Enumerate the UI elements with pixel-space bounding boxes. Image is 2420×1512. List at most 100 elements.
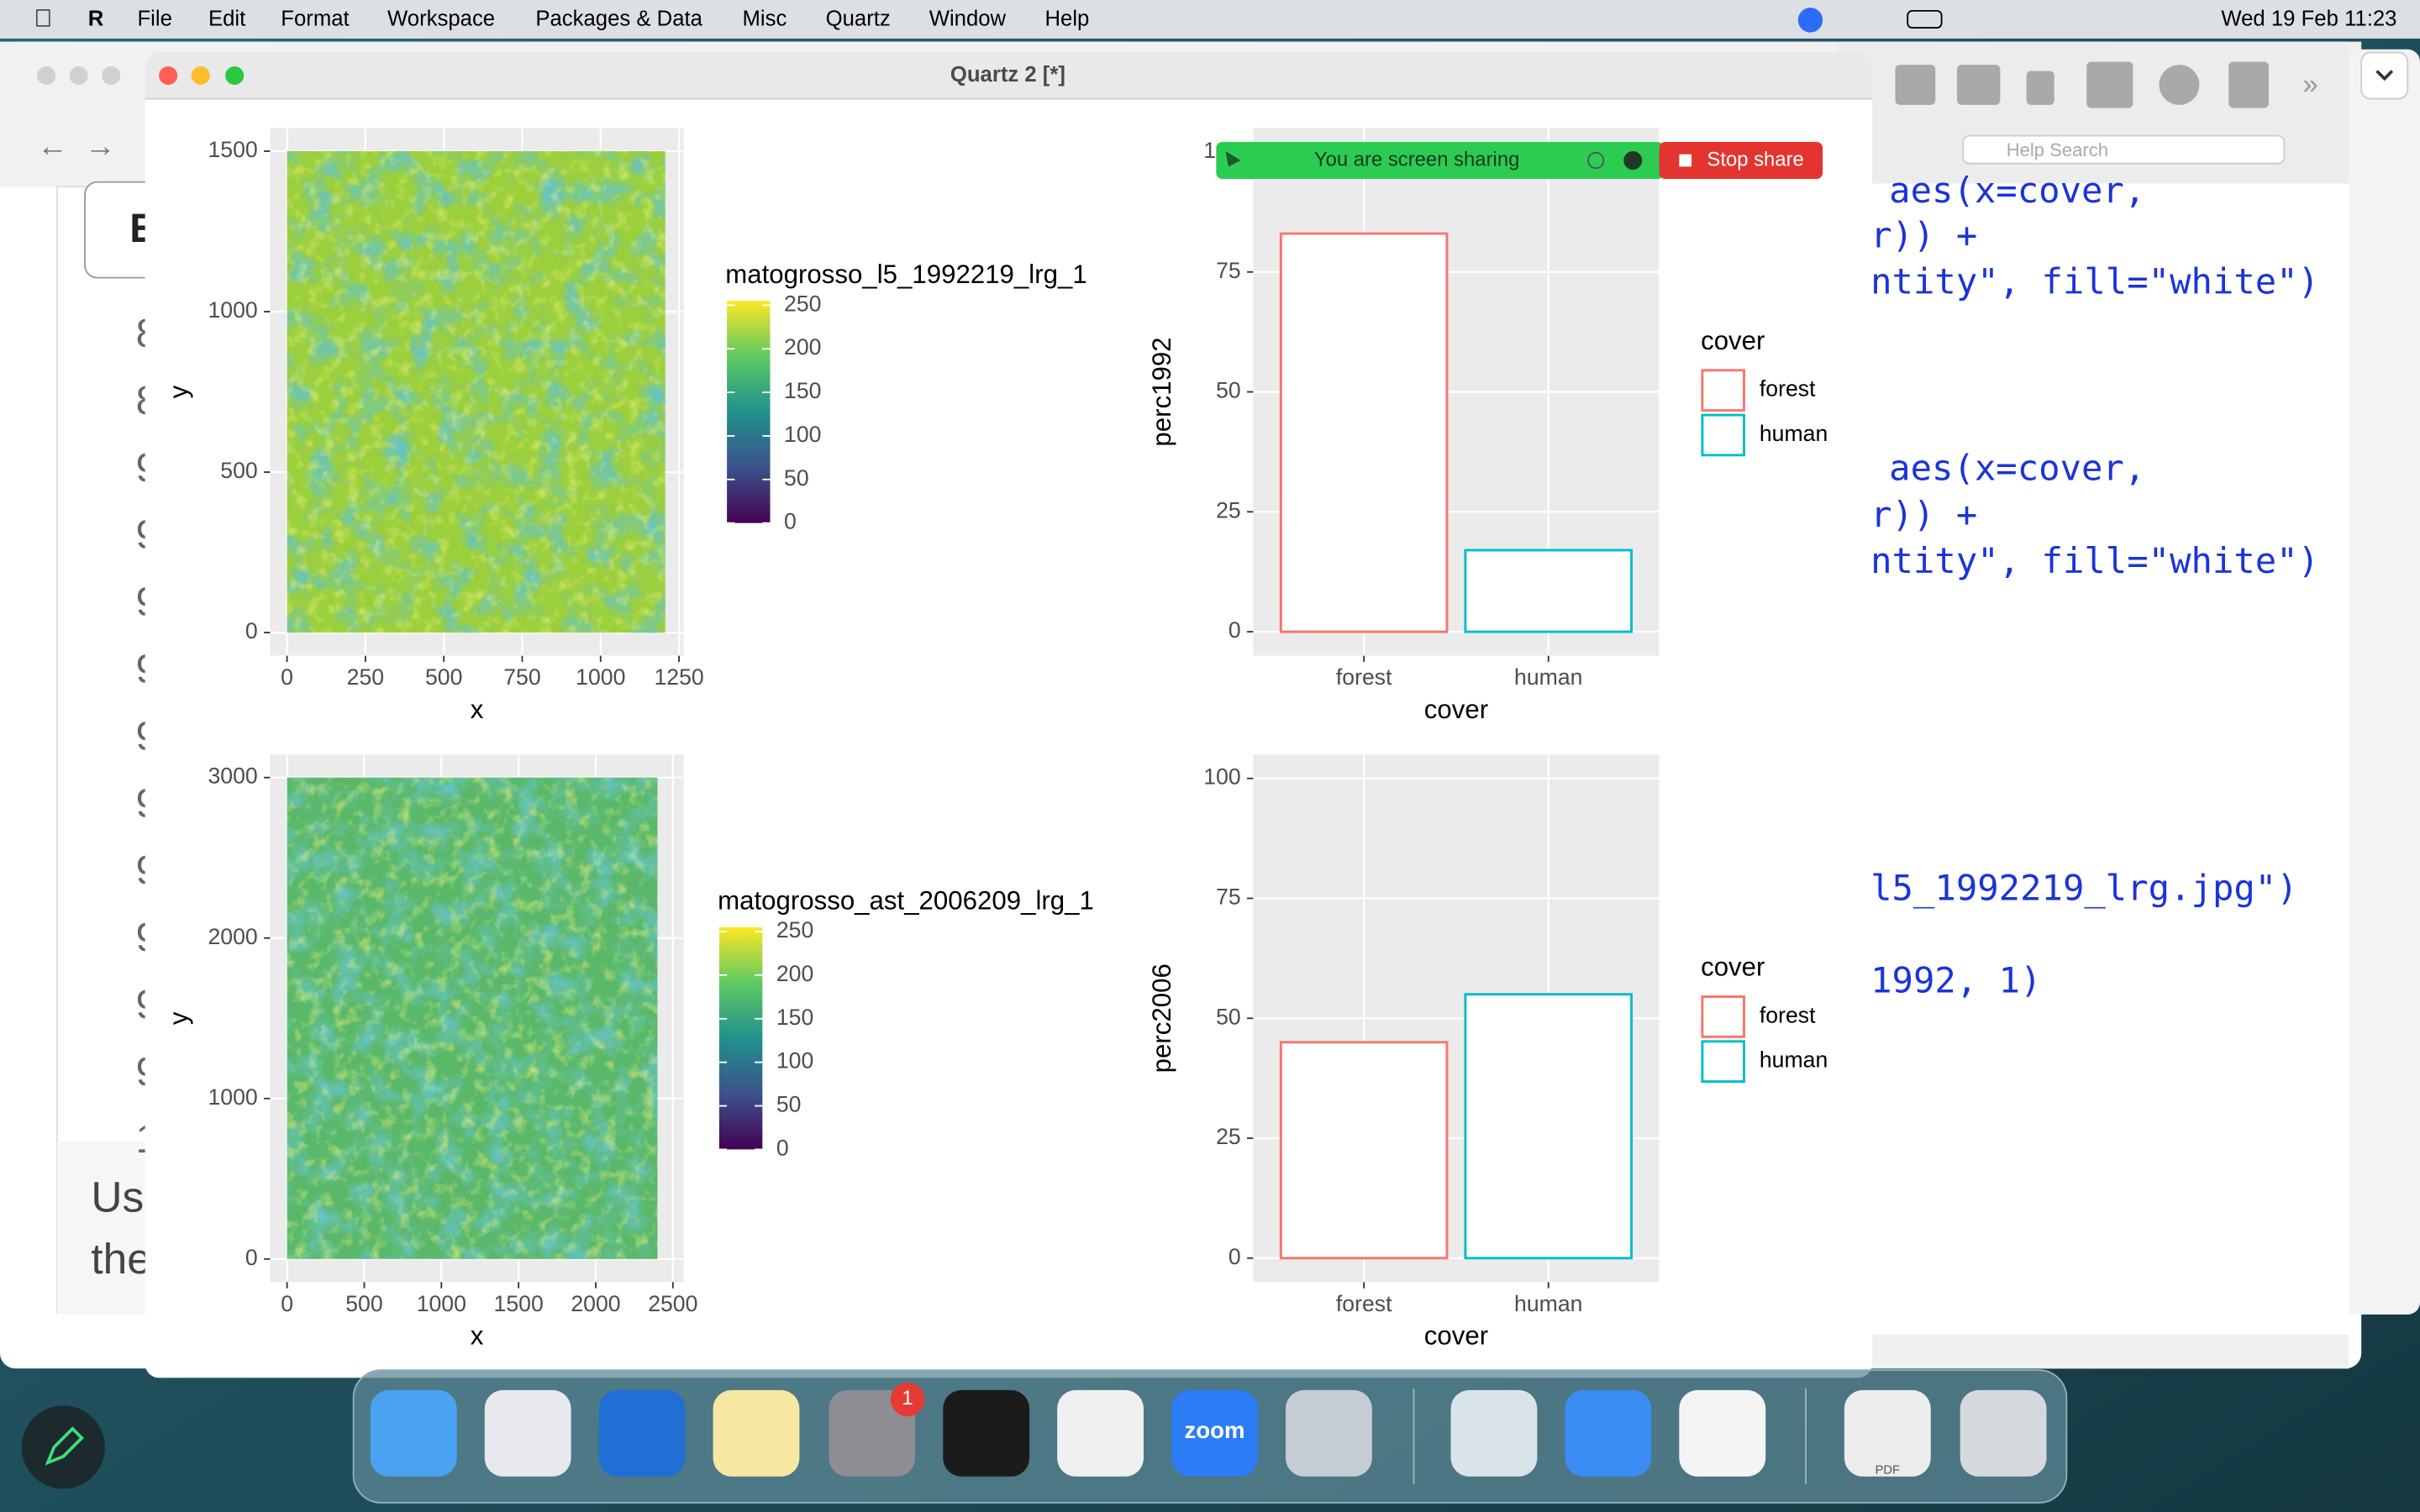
dock-app-icon[interactable] — [1565, 1389, 1652, 1477]
stop-share-button[interactable] — [1659, 141, 1823, 180]
menu-item[interactable]: Quartz — [826, 8, 891, 31]
x-tick-label: 1250 — [654, 664, 703, 690]
dock-app-icon[interactable] — [1057, 1389, 1144, 1477]
dock-app-icon[interactable] — [829, 1389, 916, 1477]
y-tick-label: 1000 — [208, 1084, 258, 1110]
share-message: You are screen sharing — [1314, 148, 1520, 171]
zoom-status[interactable] — [1797, 8, 1823, 33]
dock-app-icon[interactable] — [1450, 1389, 1538, 1477]
dropdown[interactable] — [2360, 51, 2409, 100]
dock-app-icon[interactable] — [713, 1389, 800, 1477]
x-axis-title: cover — [1424, 695, 1488, 724]
x-tick-label: 1000 — [576, 664, 625, 690]
colorbar — [727, 301, 771, 523]
y-tick-label: 100 — [1203, 764, 1240, 790]
legend-label: human — [1760, 421, 1828, 446]
x-tick-label: human — [1514, 1291, 1582, 1316]
help-search[interactable] — [1962, 134, 2286, 165]
legend-title: matogrosso_l5_1992219_lrg_1 — [725, 260, 1086, 289]
legend-label: forest — [1760, 1002, 1816, 1027]
colorbar-label: 150 — [776, 1005, 813, 1030]
menu-item[interactable]: Packages & Data — [535, 8, 702, 31]
y-tick-label: 0 — [1228, 617, 1241, 643]
x-tick-label: 500 — [425, 664, 462, 690]
pencil-button[interactable] — [21, 1405, 105, 1489]
doc-text: Us — [91, 1173, 144, 1221]
clock[interactable]: Wed 19 Feb 11:23 — [2221, 8, 2396, 31]
dock-app-icon[interactable] — [943, 1389, 1030, 1477]
apple-menu[interactable]:  — [34, 5, 52, 33]
code-line: aes(x=cover, — [1889, 448, 2145, 489]
colorbar-label: 50 — [776, 1092, 802, 1117]
legend-key — [1701, 413, 1745, 457]
menu-item[interactable]: Misc — [742, 8, 786, 31]
y-tick-label: 50 — [1216, 378, 1241, 403]
colorbar-label: 100 — [776, 1048, 813, 1074]
bar — [1279, 1041, 1449, 1260]
app-menu[interactable]: R — [88, 8, 104, 31]
colorbar-label: 250 — [776, 917, 813, 942]
close-button[interactable] — [159, 66, 178, 86]
minimize-button[interactable] — [191, 66, 210, 86]
back-arrow[interactable]: ← — [37, 129, 68, 163]
legend-key — [1701, 995, 1745, 1038]
menu-item[interactable]: Workspace — [387, 8, 495, 31]
doc-text: the — [91, 1234, 150, 1283]
dock-app-icon[interactable] — [1960, 1389, 2047, 1477]
zoom-button[interactable] — [225, 66, 245, 86]
x-tick-label: 0 — [281, 1291, 293, 1316]
dock: 1 zoom PDF — [352, 1369, 2068, 1504]
menu-item[interactable]: Format — [281, 8, 349, 31]
raster-texture — [287, 777, 658, 1259]
pdf-icon-label: PDF — [1876, 1463, 1900, 1477]
side-window — [2349, 49, 2420, 1315]
y-tick-label: 3000 — [208, 764, 258, 789]
help-search-placeholder: Help Search — [2007, 139, 2108, 160]
y-axis-title: y — [164, 1011, 193, 1025]
menu-bar — [0, 0, 2420, 39]
battery[interactable] — [1907, 9, 1943, 29]
badge — [890, 1382, 925, 1417]
dock-app-icon[interactable] — [1171, 1389, 1258, 1477]
dock-app-icon[interactable] — [1844, 1389, 1931, 1477]
dock-app-icon[interactable] — [484, 1389, 571, 1477]
code-line: ntity", fill="white") — [1870, 540, 2319, 581]
bar — [1464, 993, 1634, 1260]
x-axis-title: x — [471, 1321, 484, 1351]
y-tick-label: 25 — [1216, 497, 1241, 522]
console-window: » Help Search aes(x=cover, r)) + ntity", f… — [1836, 41, 2349, 1369]
y-tick-label: 0 — [245, 1245, 258, 1270]
y-tick-label: 50 — [1216, 1004, 1241, 1029]
colorbar-label: 0 — [776, 1135, 789, 1160]
window-title: Quartz 2 [*] — [950, 63, 1065, 87]
x-axis-title: cover — [1424, 1321, 1488, 1351]
y-tick-label: 1500 — [208, 137, 258, 162]
badge-count: 1 — [902, 1387, 913, 1410]
y-tick-label: 1000 — [208, 297, 258, 323]
dock-app-icon[interactable] — [598, 1389, 686, 1477]
x-tick-label: 500 — [345, 1291, 382, 1316]
y-tick-label: 75 — [1216, 258, 1241, 283]
colorbar-label: 0 — [784, 509, 797, 534]
forward-arrow[interactable]: → — [85, 129, 116, 163]
menu-item[interactable]: File — [137, 8, 171, 31]
screen-share-banner: You are screen sharing Stop share — [1216, 141, 1823, 180]
x-tick-label: 0 — [281, 664, 293, 690]
dock-app-icon[interactable] — [1679, 1389, 1766, 1477]
bar — [1464, 549, 1634, 633]
dock-app-icon[interactable] — [370, 1389, 457, 1477]
x-tick-label: forest — [1336, 1291, 1392, 1316]
x-tick-label: 250 — [347, 664, 384, 690]
menu-item[interactable]: Window — [929, 8, 1007, 31]
toolbar-more[interactable]: » — [2302, 70, 2317, 101]
code-line: r)) + — [1870, 214, 1977, 255]
menu-item[interactable]: Edit — [208, 8, 245, 31]
colorbar-label: 150 — [784, 378, 821, 403]
dock-app-icon[interactable] — [1286, 1389, 1372, 1477]
y-tick-label: 75 — [1216, 885, 1241, 910]
x-tick-label: 1500 — [494, 1291, 544, 1316]
menu-item[interactable]: Help — [1044, 8, 1089, 31]
legend-key — [1701, 369, 1745, 412]
